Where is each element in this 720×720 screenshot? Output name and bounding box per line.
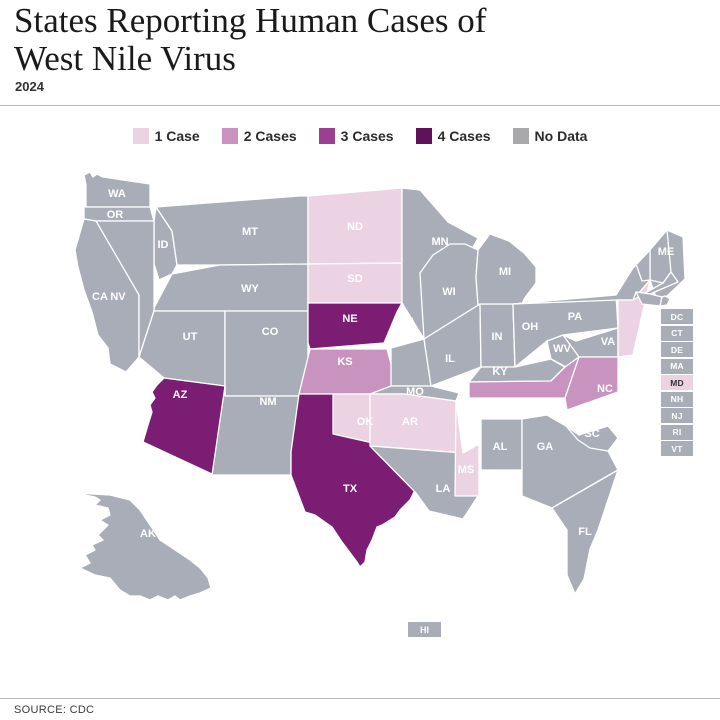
svg-text:ND: ND	[347, 221, 363, 233]
svg-text:ME: ME	[658, 246, 675, 258]
svg-text:AZ: AZ	[173, 389, 188, 401]
svg-text:TX: TX	[343, 483, 358, 495]
svg-text:WV: WV	[553, 343, 571, 355]
svg-text:PA: PA	[568, 311, 583, 323]
svg-text:NY: NY	[592, 273, 608, 285]
svg-text:SC: SC	[584, 428, 599, 440]
svg-text:AR: AR	[402, 416, 418, 428]
svg-text:MI: MI	[499, 266, 511, 278]
svg-text:NE: NE	[342, 313, 357, 325]
svg-text:OK: OK	[357, 416, 374, 428]
svg-text:MS: MS	[458, 464, 475, 476]
svg-text:NM: NM	[259, 396, 276, 408]
svg-text:WI: WI	[442, 286, 455, 298]
svg-text:IL: IL	[445, 353, 455, 365]
svg-text:IA: IA	[405, 316, 416, 328]
svg-text:KS: KS	[337, 356, 352, 368]
svg-text:VA: VA	[601, 336, 616, 348]
svg-text:FL: FL	[578, 526, 592, 538]
svg-text:WY: WY	[241, 283, 259, 295]
svg-text:NC: NC	[597, 383, 613, 395]
svg-text:MO: MO	[406, 386, 424, 398]
svg-text:OH: OH	[522, 321, 539, 333]
svg-text:CO: CO	[262, 326, 279, 338]
svg-text:NV: NV	[110, 291, 126, 303]
svg-text:ID: ID	[158, 239, 169, 251]
svg-text:AK: AK	[140, 528, 156, 540]
svg-text:OR: OR	[107, 209, 124, 221]
svg-text:TN: TN	[513, 396, 528, 408]
svg-text:IN: IN	[492, 331, 503, 343]
svg-text:LA: LA	[436, 483, 451, 495]
svg-text:KY: KY	[492, 366, 508, 378]
svg-text:UT: UT	[183, 331, 198, 343]
svg-text:GA: GA	[537, 441, 554, 453]
svg-text:CA: CA	[92, 291, 108, 303]
svg-text:AL: AL	[493, 441, 508, 453]
svg-text:SD: SD	[347, 273, 362, 285]
svg-text:WA: WA	[108, 188, 126, 200]
svg-text:MN: MN	[431, 236, 448, 248]
svg-text:MT: MT	[242, 226, 258, 238]
